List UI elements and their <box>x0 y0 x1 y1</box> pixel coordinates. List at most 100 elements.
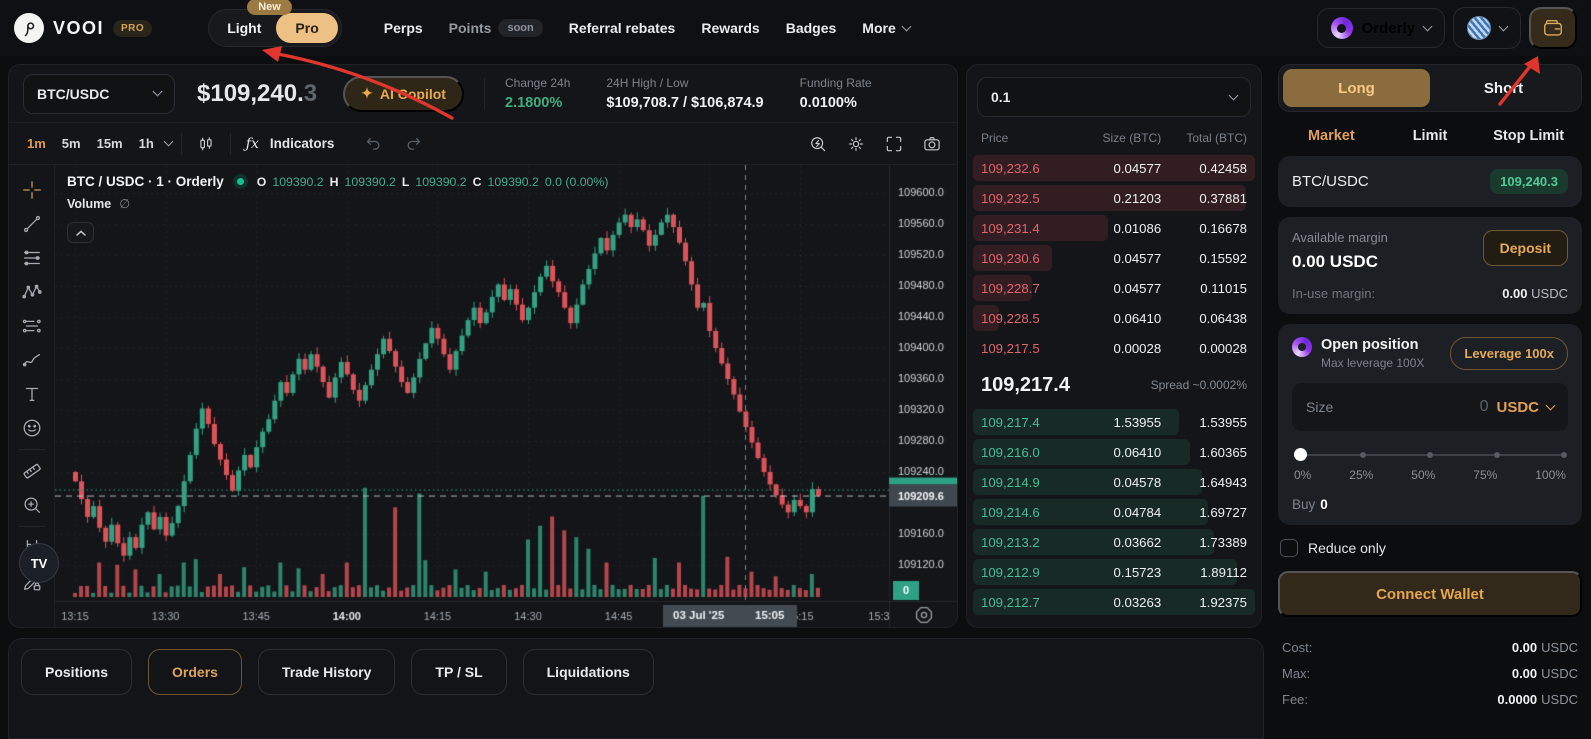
text-icon <box>25 387 38 402</box>
total-cell: 1.89112 <box>1200 564 1247 580</box>
depth-bar <box>973 155 1255 181</box>
nav-item-more[interactable]: More <box>862 20 912 36</box>
text-tool[interactable] <box>15 377 49 411</box>
slider-thumb[interactable] <box>1294 448 1307 461</box>
ai-copilot-button[interactable]: ✦ AI Copilot <box>343 75 464 112</box>
wallet-button[interactable] <box>1529 7 1577 49</box>
side-tab-long[interactable]: Long <box>1283 69 1430 107</box>
broker-selector[interactable]: Orderly <box>1316 8 1445 48</box>
depth-bar <box>973 589 1255 615</box>
size-slider[interactable] <box>1294 448 1567 461</box>
bid-row[interactable]: 109,212.7 0.03263 1.92375 <box>967 587 1261 617</box>
reduce-only-checkbox[interactable] <box>1280 539 1298 557</box>
mode-option-light[interactable]: Light <box>227 20 262 36</box>
chevron-down-icon <box>901 21 912 31</box>
order-type-market[interactable]: Market <box>1307 128 1355 144</box>
ask-row[interactable]: 109,232.5 0.21203 0.37881 <box>967 183 1261 213</box>
size-cell: 0.04577 <box>1113 160 1162 176</box>
timeframe-15m[interactable]: 15m <box>96 136 123 151</box>
timeframe-1h[interactable]: 1h <box>138 136 154 151</box>
pair-selector[interactable]: BTC/USDC <box>23 73 175 114</box>
bid-row[interactable]: 109,217.4 1.53955 1.53955 <box>967 407 1261 437</box>
measure-tool[interactable] <box>15 454 49 488</box>
ask-row[interactable]: 109,230.6 0.04577 0.15592 <box>967 243 1261 273</box>
deposit-button[interactable]: Deposit <box>1482 230 1568 266</box>
indicators-button[interactable]: ƒx Indicators <box>240 130 341 158</box>
order-type-limit[interactable]: Limit <box>1412 128 1448 144</box>
price-grouping-selector[interactable]: 0.1 <box>977 77 1251 117</box>
nav-item-perps[interactable]: Perps <box>384 20 423 36</box>
bid-row[interactable]: 109,213.2 0.03662 1.73389 <box>967 527 1261 557</box>
nav-item-points[interactable]: Points soon <box>449 19 543 37</box>
side-tab-short[interactable]: Short <box>1483 79 1524 97</box>
nav-item-badges[interactable]: Badges <box>786 20 837 36</box>
price-cell: 109,212.9 <box>981 564 1040 580</box>
emoji-tool[interactable] <box>15 411 49 445</box>
size-cell: 0.04577 <box>1113 280 1162 296</box>
legend-collapse-button[interactable] <box>67 222 94 243</box>
tradingview-logo[interactable]: TV <box>19 543 59 583</box>
candle-style-button[interactable] <box>191 130 221 158</box>
slider-labels: 0% 25% 50% 75% 100% <box>1294 468 1566 482</box>
light-pro-mode-toggle[interactable]: New Light Pro <box>208 0 342 47</box>
bid-row[interactable]: 109,212.9 0.15723 1.89112 <box>967 557 1261 587</box>
search-button[interactable] <box>803 130 833 158</box>
price-chart-canvas[interactable] <box>55 165 957 627</box>
mode-option-pro[interactable]: Pro <box>276 13 338 43</box>
bid-row[interactable]: 109,214.6 0.04784 1.69727 <box>967 497 1261 527</box>
ask-row[interactable]: 109,231.4 0.01086 0.16678 <box>967 213 1261 243</box>
settings-button[interactable] <box>841 130 871 158</box>
bids-list: 109,217.4 1.53955 1.53955 109,216.0 0.06410 1… <box>967 407 1261 617</box>
chart-legend: BTC / USDC · 1 · Orderly O 109390.2 H 1093… <box>67 174 608 243</box>
tab-liquidations[interactable]: Liquidations <box>522 649 654 695</box>
depth-bar <box>973 439 1191 465</box>
price-cell: 109,214.6 <box>981 504 1040 520</box>
undo-button[interactable] <box>358 130 388 158</box>
ask-row[interactable]: 109,228.5 0.06410 0.06438 <box>967 303 1261 333</box>
size-input[interactable]: Size 0 USDC <box>1292 383 1568 431</box>
chart-symbol-label[interactable]: BTC / USDC · 1 · Orderly <box>67 174 224 189</box>
timeframe-5m[interactable]: 5m <box>61 136 81 151</box>
long-short-position-tool[interactable] <box>15 309 49 343</box>
chevron-up-icon <box>75 229 86 236</box>
trend-line-tool[interactable] <box>15 207 49 241</box>
summary-value: 0.0000 USDC <box>1497 692 1578 707</box>
price-cell: 109,232.6 <box>981 160 1040 176</box>
leverage-button[interactable]: Leverage 100x <box>1450 337 1568 370</box>
price-cell: 109,216.0 <box>981 444 1040 460</box>
size-cell: 0.21203 <box>1113 190 1162 206</box>
ask-row[interactable]: 109,232.6 0.04577 0.42458 <box>967 153 1261 183</box>
volume-indicator-label[interactable]: Volume <box>67 196 112 211</box>
tab-positions[interactable]: Positions <box>21 649 133 695</box>
bid-row[interactable]: 109,214.9 0.04578 1.64943 <box>967 467 1261 497</box>
chain-selector[interactable] <box>1453 7 1521 49</box>
bid-row[interactable]: 109,216.0 0.06410 1.60365 <box>967 437 1261 467</box>
tab-orders[interactable]: Orders <box>148 649 242 695</box>
brush-tool[interactable] <box>15 343 49 377</box>
tab-tp-sl[interactable]: TP / SL <box>411 649 507 695</box>
summary-label: Fee: <box>1282 692 1309 707</box>
size-cell: 0.03662 <box>1113 534 1162 550</box>
mid-price[interactable]: 109,217.4 <box>981 373 1070 396</box>
xabcd-pattern-tool[interactable] <box>15 275 49 309</box>
fullscreen-button[interactable] <box>879 130 909 158</box>
crosshair-tool[interactable] <box>15 173 49 207</box>
snapshot-button[interactable] <box>917 130 947 158</box>
connect-wallet-button[interactable]: Connect Wallet <box>1278 571 1582 617</box>
zoom-in-tool[interactable] <box>15 488 49 522</box>
tab-trade-history[interactable]: Trade History <box>257 649 396 695</box>
brand-logo-group[interactable]: VOOI PRO <box>14 13 153 43</box>
fib-retracement-tool[interactable] <box>15 241 49 275</box>
nav-item-rewards[interactable]: Rewards <box>701 20 759 36</box>
order-type-stop-limit[interactable]: Stop Limit <box>1493 128 1565 144</box>
size-currency-selector[interactable]: USDC <box>1496 398 1539 416</box>
ask-row[interactable]: 109,217.5 0.00028 0.00028 <box>967 333 1261 363</box>
redo-button[interactable] <box>398 130 428 158</box>
timeframe-more-chevron-icon[interactable] <box>163 136 174 147</box>
fib-retracement-icon <box>23 250 40 266</box>
timeframe-group: 1m 5m 15m 1h <box>19 132 162 155</box>
timeframe-1m[interactable]: 1m <box>27 136 46 151</box>
brush-icon <box>22 353 40 367</box>
nav-item-referral-rebates[interactable]: Referral rebates <box>569 20 676 36</box>
ask-row[interactable]: 109,228.7 0.04577 0.11015 <box>967 273 1261 303</box>
